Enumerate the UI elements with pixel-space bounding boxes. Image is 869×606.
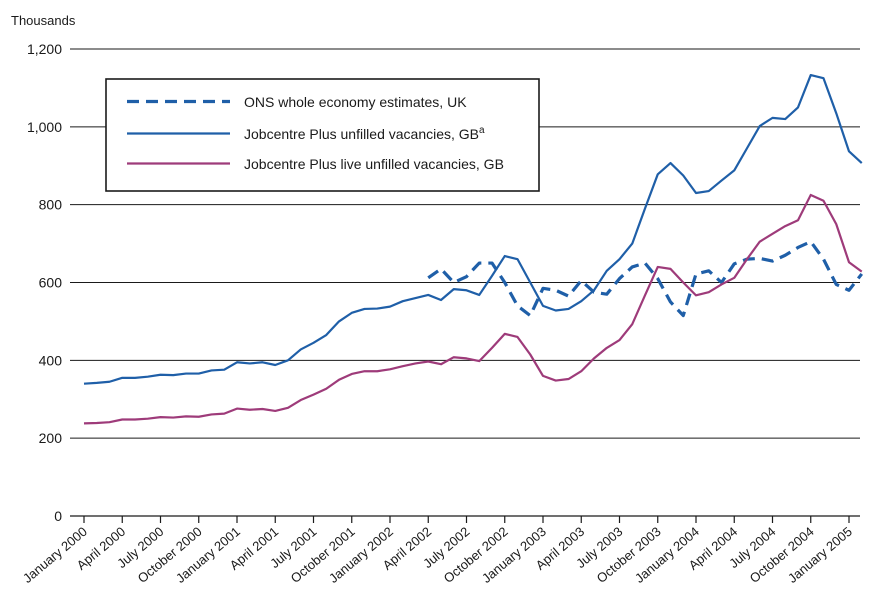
y-axis: 0 200 400 600 800 1,000 1,200 <box>27 41 62 524</box>
y-tick-label: 400 <box>39 352 63 368</box>
series-line-live-unfilled-vacancies <box>83 193 863 425</box>
legend-box <box>105 78 540 192</box>
series-line-unfilled-vacancies <box>83 73 863 385</box>
y-tick-label: 1,200 <box>27 41 62 57</box>
y-axis-label: Thousands <box>11 13 76 28</box>
y-tick-label: 1,000 <box>27 119 62 135</box>
series-line-ons-estimates <box>427 240 864 318</box>
legend: ONS whole economy estimates, UK Jobcentr… <box>105 78 540 192</box>
series-lines <box>83 73 864 425</box>
legend-label-unfilled-superscript: a <box>479 125 485 136</box>
y-tick-label: 600 <box>39 275 63 291</box>
legend-label-live: Jobcentre Plus live unfilled vacancies, … <box>244 156 504 172</box>
legend-label-unfilled: Jobcentre Plus unfilled vacancies, GBa <box>244 125 485 142</box>
legend-label-unfilled-text: Jobcentre Plus unfilled vacancies, GB <box>244 126 479 142</box>
y-tick-label: 0 <box>54 508 62 524</box>
legend-label-ons: ONS whole economy estimates, UK <box>244 94 467 110</box>
y-tick-label: 200 <box>39 430 63 446</box>
y-tick-label: 800 <box>39 197 63 213</box>
x-tick-label: January 2000 <box>20 524 90 586</box>
